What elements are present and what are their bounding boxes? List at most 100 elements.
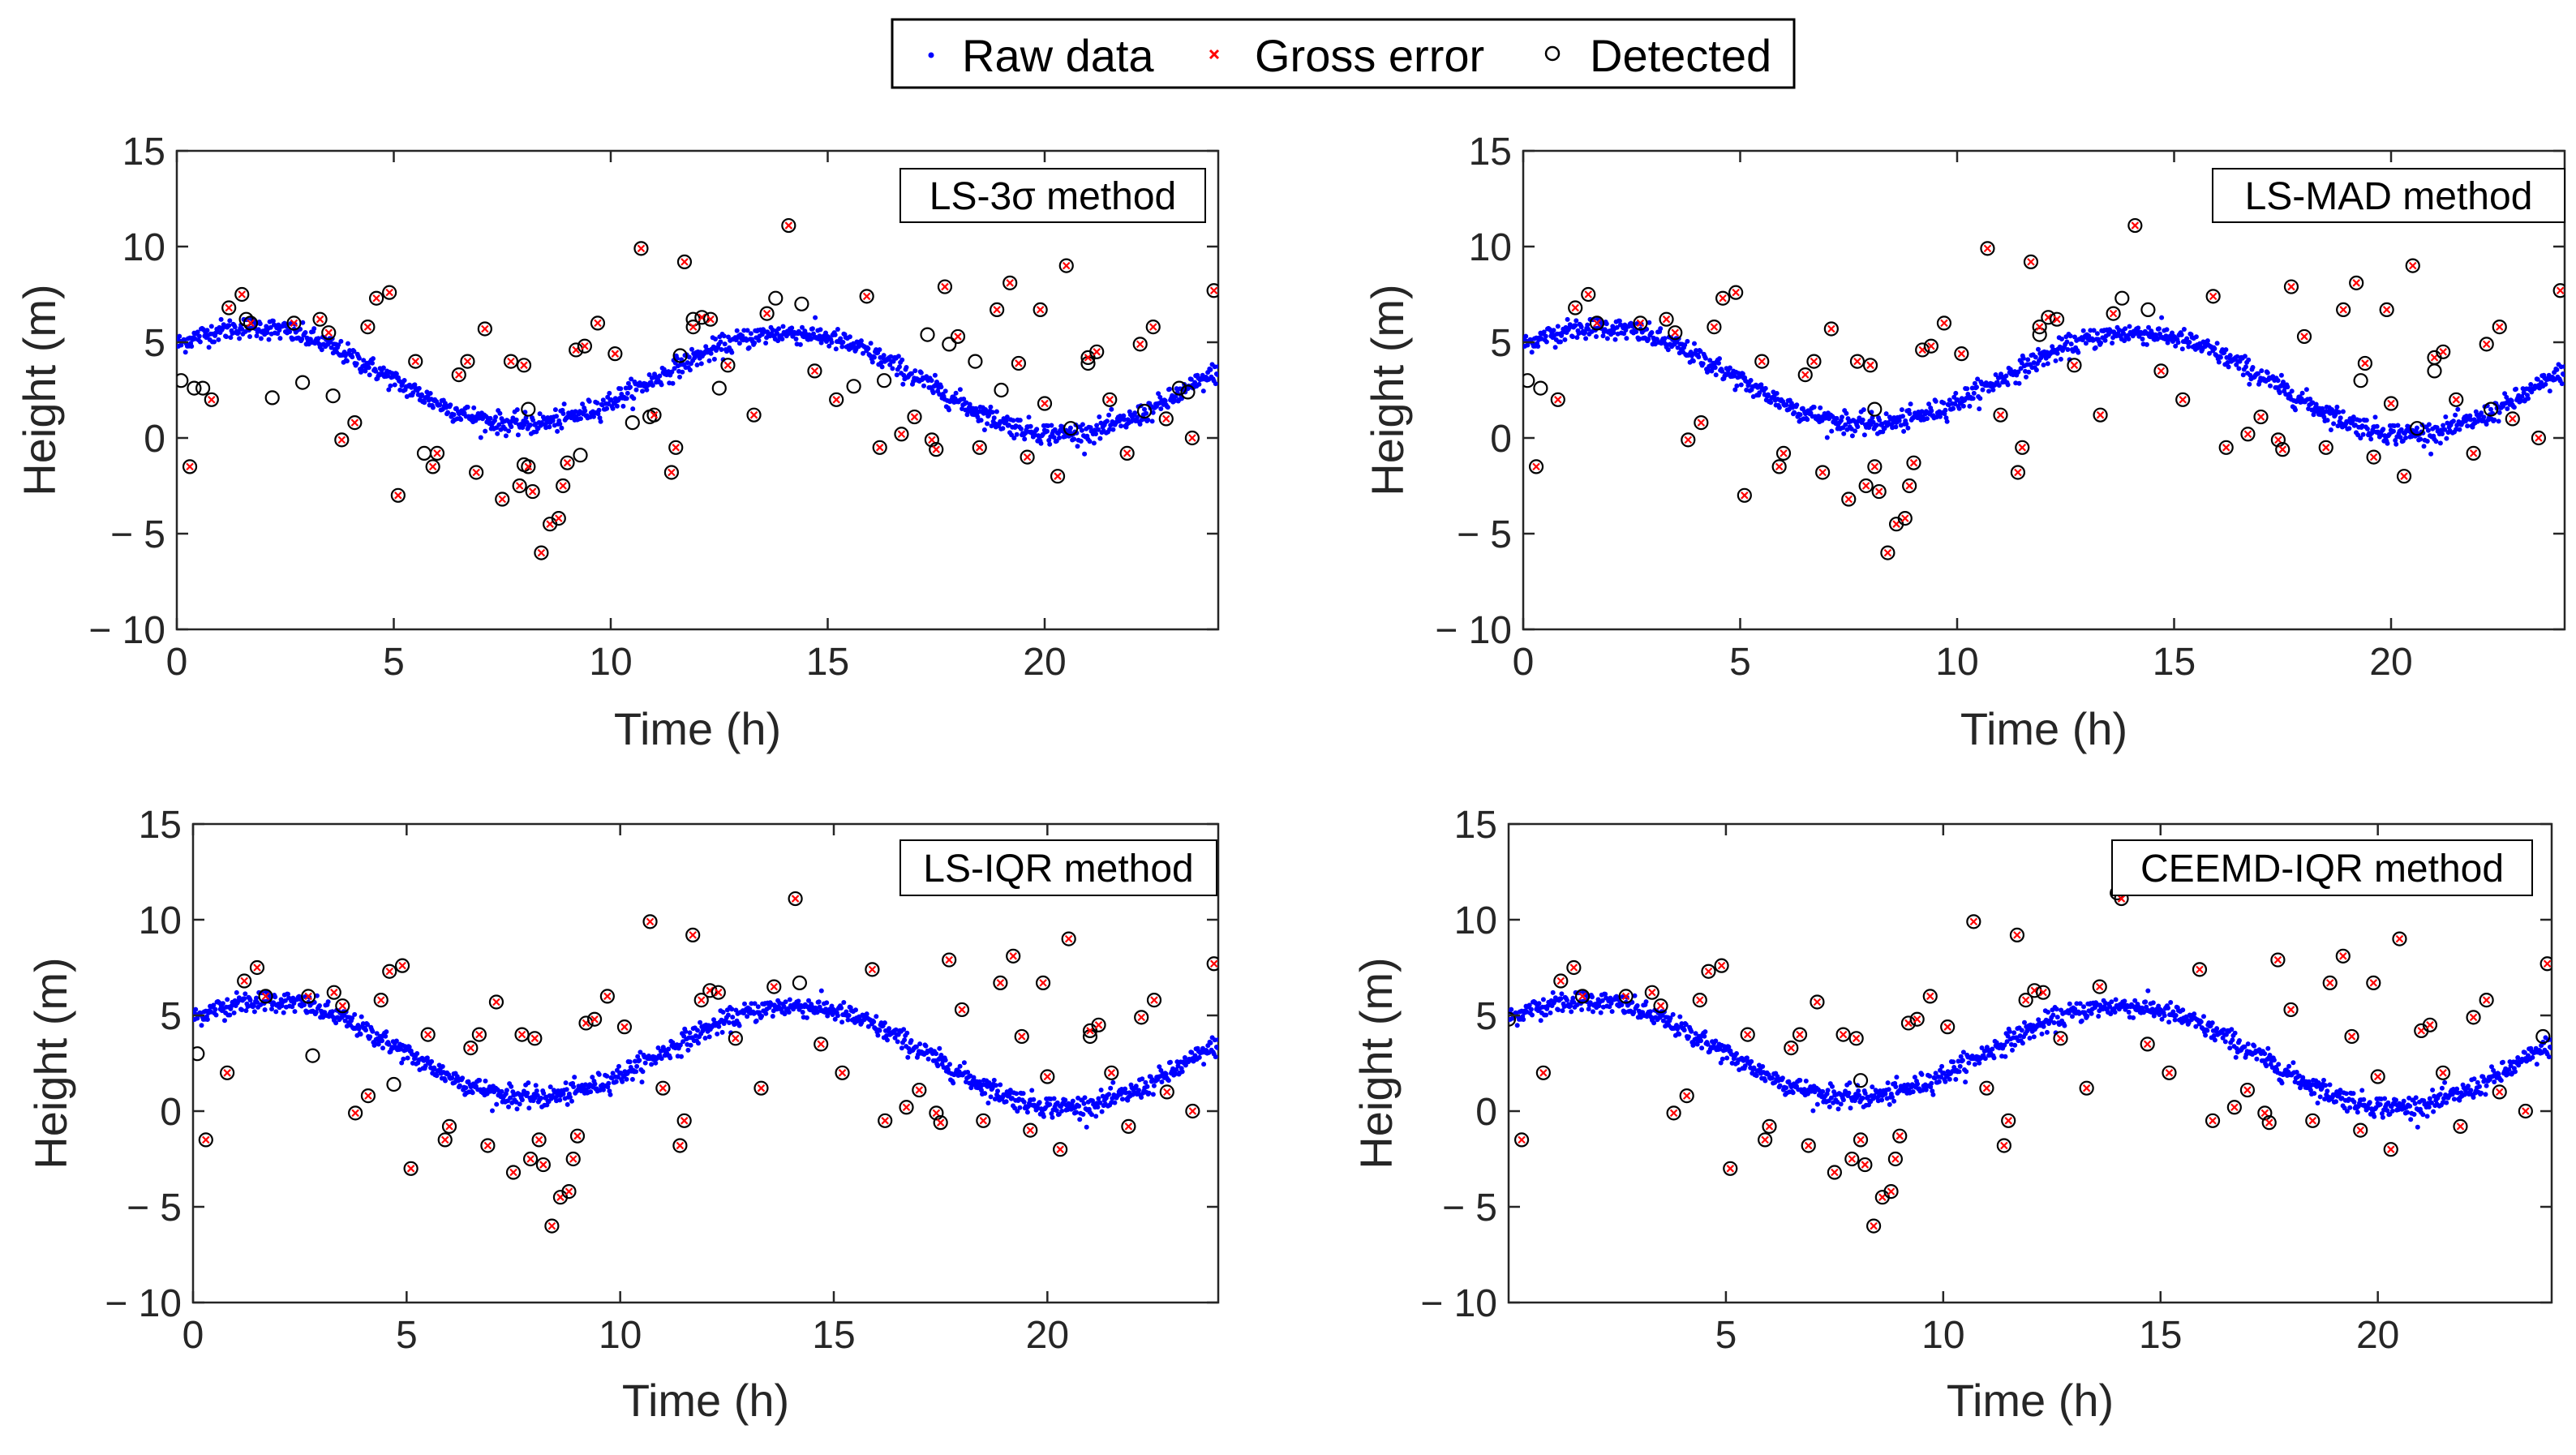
raw-data-point [2450, 418, 2456, 424]
raw-data-point [887, 1026, 892, 1032]
raw-data-point [975, 414, 981, 420]
detected-point [2283, 279, 2299, 294]
raw-data-point [547, 424, 552, 430]
raw-data-point [1827, 1104, 1832, 1109]
raw-data-point [2143, 999, 2149, 1005]
raw-data-point [1681, 1028, 1687, 1033]
gross-error-point [460, 354, 475, 369]
gross-error-point [1993, 407, 2008, 423]
detected-point [668, 440, 684, 455]
gross-error-point [859, 289, 874, 304]
raw-data-point [281, 1010, 286, 1015]
gross-error-point [1806, 354, 1822, 369]
gross-error-point [676, 254, 693, 269]
raw-data-point [2079, 1018, 2084, 1024]
detected-point [1980, 241, 1995, 256]
detected-point [876, 373, 892, 388]
raw-data-point [1748, 378, 1754, 383]
raw-data-point [1604, 321, 1609, 327]
raw-data-point [2467, 413, 2473, 418]
raw-data-point [567, 1094, 573, 1100]
raw-data-point [746, 345, 752, 350]
raw-data-point [610, 1071, 616, 1076]
raw-data-point [913, 1044, 919, 1049]
raw-data-point [2091, 328, 2097, 333]
raw-data-point [2214, 341, 2220, 346]
gross-error-point [565, 1151, 581, 1167]
raw-data-point [2156, 326, 2162, 332]
raw-data-point [1555, 324, 1561, 329]
raw-data-point [1904, 421, 1909, 427]
raw-data-point [627, 1059, 633, 1065]
detected-point [408, 354, 423, 369]
raw-data-point [2278, 372, 2284, 378]
detected-point [972, 440, 987, 455]
raw-data-point [1960, 403, 1966, 409]
gross-error-point [204, 392, 219, 407]
raw-data-point [2320, 406, 2325, 411]
raw-data-point [1110, 427, 1116, 432]
raw-data-point [730, 1015, 736, 1020]
raw-data-point [1082, 451, 1088, 457]
raw-data-point [1963, 1079, 1968, 1085]
gross-error-point [505, 1165, 522, 1180]
plot-area [177, 217, 1218, 560]
gross-error-point [912, 1082, 927, 1098]
raw-data-point [539, 1096, 544, 1101]
raw-data-point [251, 1009, 257, 1015]
gross-error-point [480, 1138, 496, 1153]
raw-data-point [195, 329, 200, 335]
raw-data-point [2175, 340, 2181, 346]
raw-data-point [504, 1088, 509, 1093]
detected-point [2275, 442, 2290, 457]
detected-point [929, 1105, 944, 1121]
raw-data-point [1893, 424, 1899, 430]
raw-data-point [2497, 410, 2502, 415]
raw-data-point [401, 378, 407, 383]
raw-data-point [780, 324, 786, 329]
raw-data-point [934, 1051, 939, 1057]
raw-data-point [514, 407, 520, 413]
raw-data-point [1216, 1037, 1218, 1042]
raw-data-point [941, 1065, 947, 1071]
raw-data-point [1559, 991, 1565, 997]
detected-point [968, 354, 983, 369]
raw-data-point [1038, 440, 1044, 446]
detected-point [560, 455, 575, 470]
raw-data-point [1168, 1059, 1173, 1065]
raw-data-point [881, 353, 887, 358]
detected-point [2067, 358, 2082, 373]
y-tick-label: − 10 [88, 609, 165, 652]
detected-point [505, 1165, 522, 1180]
gross-error-point [2379, 302, 2394, 317]
detected-point [237, 973, 252, 989]
raw-data-point [2331, 421, 2337, 427]
raw-data-point [370, 360, 375, 366]
raw-data-point [1216, 364, 1218, 369]
raw-data-point [1727, 365, 1732, 371]
gross-error-point [463, 1041, 479, 1056]
raw-data-point [1951, 406, 1956, 411]
raw-data-point [2186, 344, 2192, 350]
gross-error-point [471, 1027, 487, 1042]
raw-data-point [1824, 435, 1830, 440]
raw-data-point [499, 1088, 504, 1094]
raw-data-point [1693, 1031, 1698, 1037]
gross-error-point [685, 320, 701, 335]
raw-data-point [986, 412, 992, 418]
raw-data-point [1011, 418, 1016, 423]
raw-data-point [614, 403, 620, 409]
raw-data-point [1941, 400, 1947, 406]
raw-data-point [1119, 1097, 1125, 1102]
gross-error-point [1906, 455, 1921, 470]
raw-data-point [1688, 350, 1694, 355]
raw-data-point [1760, 1064, 1766, 1069]
detected-point [792, 975, 808, 991]
raw-data-point [2122, 338, 2127, 344]
raw-data-point [1905, 425, 1911, 431]
raw-data-point [1097, 436, 1103, 441]
gross-error-point [1681, 432, 1696, 448]
raw-data-point [1098, 1088, 1104, 1092]
detected-point [1040, 1069, 1055, 1084]
